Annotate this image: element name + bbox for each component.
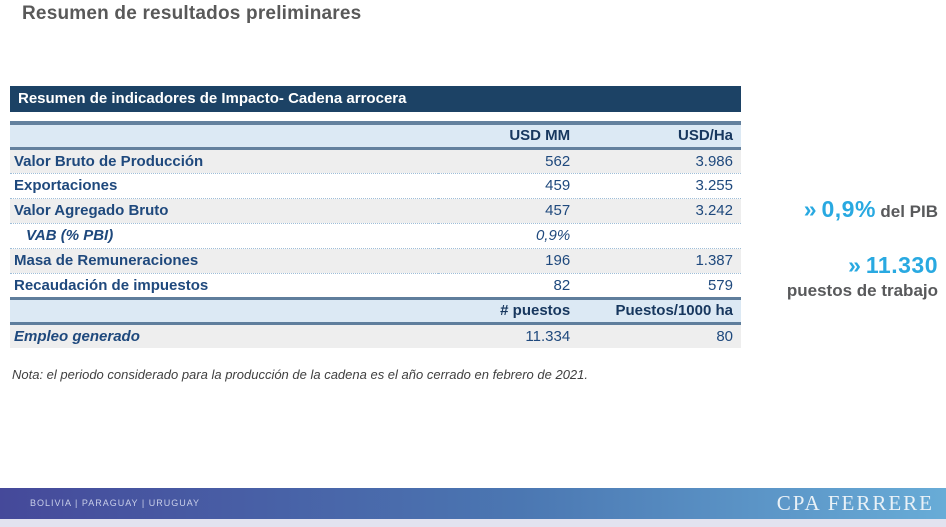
footnote: Nota: el periodo considerado para la pro… <box>12 367 589 382</box>
row-value-usd-mm: 196 <box>437 247 581 273</box>
callout-jobs-value: 11.330 <box>865 252 938 278</box>
slide-title: Resumen de resultados preliminares <box>22 3 362 24</box>
table-title-bar: Resumen de indicadores de Impacto- Caden… <box>10 86 741 112</box>
table-row: Recaudación de impuestos 82 579 <box>10 272 741 298</box>
impact-table: USD MM USD/Ha Valor Bruto de Producción … <box>10 121 741 348</box>
callout-pib-label: del PIB <box>880 202 938 221</box>
row-value-usd-ha: 1.387 <box>580 247 741 273</box>
callout-pib-chevron: » <box>803 196 818 222</box>
row-label: Valor Agregado Bruto <box>10 197 438 223</box>
table-row-vab: VAB (% PBI) 0,9% <box>10 222 741 248</box>
row-label: Valor Bruto de Producción <box>10 148 438 173</box>
header-puestos-1000ha: Puestos/1000 ha <box>580 296 741 325</box>
table-row: Masa de Remuneraciones 196 1.387 <box>10 247 741 273</box>
row-value-puestos: 11.334 <box>437 323 581 348</box>
row-value-usd-mm: 459 <box>437 172 581 198</box>
header-usd-mm: USD MM <box>437 121 581 150</box>
row-label: Recaudación de impuestos <box>10 272 438 298</box>
impact-table-section: Resumen de indicadores de Impacto- Caden… <box>10 86 741 348</box>
row-label: VAB (% PBI) <box>10 222 438 248</box>
callout-jobs-label: puestos de trabajo <box>786 281 938 300</box>
header-num-puestos: # puestos <box>437 296 581 325</box>
row-label: Exportaciones <box>10 172 438 198</box>
row-value-usd-mm: 562 <box>437 148 581 173</box>
header-empty-cell <box>10 121 438 150</box>
callout-pib: » 0,9% del PIB <box>718 196 938 226</box>
table-row: Valor Agregado Bruto 457 3.242 <box>10 197 741 223</box>
row-value-usd-mm: 0,9% <box>437 222 581 248</box>
callout-jobs: » 11.330 puestos de trabajo <box>718 252 938 301</box>
row-value-usd-mm: 457 <box>437 197 581 223</box>
table-row: Valor Bruto de Producción 562 3.986 <box>10 148 741 173</box>
row-value-usd-ha <box>580 222 741 248</box>
row-value-usd-ha: 3.242 <box>580 197 741 223</box>
footer-countries: BOLIVIA | PARAGUAY | URUGUAY <box>30 498 201 508</box>
table-row: Exportaciones 459 3.255 <box>10 172 741 198</box>
row-value-usd-ha: 3.986 <box>580 148 741 173</box>
table-header-usd: USD MM USD/Ha <box>10 121 741 150</box>
footer-sub-strip <box>0 519 946 527</box>
header-empty-cell <box>10 296 438 325</box>
row-value-puestos-1000ha: 80 <box>580 323 741 348</box>
table-header-puestos: # puestos Puestos/1000 ha <box>10 296 741 325</box>
row-value-usd-ha: 3.255 <box>580 172 741 198</box>
row-value-usd-ha: 579 <box>580 272 741 298</box>
table-row-employment: Empleo generado 11.334 80 <box>10 323 741 348</box>
row-value-usd-mm: 82 <box>437 272 581 298</box>
callout-jobs-chevron: » <box>848 252 862 278</box>
header-usd-ha: USD/Ha <box>580 121 741 150</box>
row-label: Empleo generado <box>10 323 438 348</box>
footer-bar: BOLIVIA | PARAGUAY | URUGUAY CPA FERRERE <box>0 488 946 519</box>
callouts: » 0,9% del PIB » 11.330 puestos de traba… <box>718 196 938 301</box>
cpa-ferrere-logo: CPA FERRERE <box>776 491 934 515</box>
callout-pib-value: 0,9% <box>821 196 876 222</box>
row-label: Masa de Remuneraciones <box>10 247 438 273</box>
